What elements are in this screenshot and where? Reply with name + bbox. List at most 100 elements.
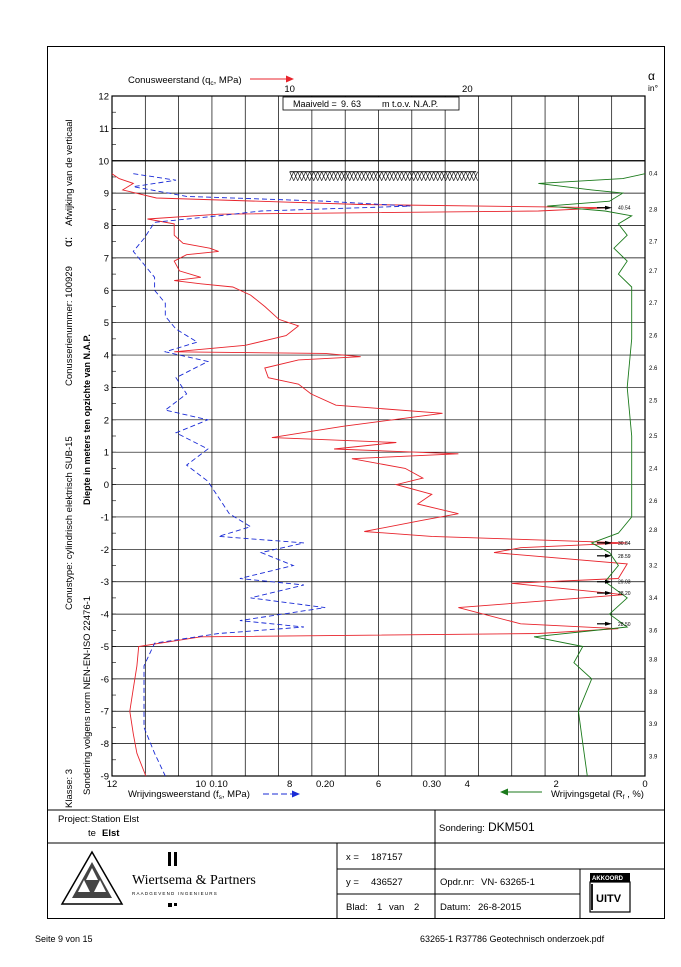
rf-arrow-head	[500, 788, 508, 796]
maaiveld-hatch-line	[465, 171, 470, 181]
grid	[111, 95, 646, 777]
maaiveld-hatch-line	[401, 171, 406, 181]
alpha-values: 0.4 2.8 2.7 2.7 2.7 2.6 2.6 2.5 2.5 2.4 2.6 2.8 3.2 3…	[649, 172, 658, 761]
maaiveld-hatch-line	[369, 171, 374, 181]
fs-axis-title: Wrijvingsweerstand (fs, MPa)	[128, 789, 250, 801]
maaiveld-hatch-line	[333, 171, 338, 181]
depth-tick-label: -9	[101, 772, 109, 783]
x-label: x =	[346, 852, 359, 863]
diepte-text: Diepte in meters ten opzichte van N.A.P.	[82, 334, 92, 505]
qc-unit: , MPa)	[214, 75, 242, 86]
plot-border	[111, 95, 646, 777]
annotations: 40.54 30.84 28.59 29.03 28.20 28.50	[597, 205, 631, 628]
depth-tick-label: -8	[101, 739, 109, 750]
maaiveld-hatch-line	[349, 171, 354, 181]
depth-tick-label: 2	[104, 415, 109, 426]
depth-tick-label: 12	[98, 92, 109, 103]
depth-tick-label: -6	[101, 674, 109, 685]
depth-tick-label: 3	[104, 383, 109, 394]
depth-tick-label: -3	[101, 577, 109, 588]
page-footer-right: 63265-1 R37786 Geotechnisch onderzoek.pd…	[420, 934, 605, 944]
maaiveld-hatch-line	[385, 171, 390, 181]
depth-tick-label: 10	[98, 156, 109, 167]
depth-tick-label: -2	[101, 545, 109, 556]
annotation-label: 29.03	[618, 580, 631, 586]
akkoord-label: AKKOORD	[592, 876, 624, 882]
alpha-value-label: 2.8	[649, 528, 658, 534]
alpha-value-label: 2.8	[649, 207, 658, 213]
maaiveld-label: Maaiveld =	[293, 99, 337, 109]
alpha-value-label: 2.7	[649, 269, 658, 275]
alpha-side-symbol: α:	[61, 237, 75, 247]
maaiveld-hatch-line	[449, 171, 454, 181]
x-value: 187157	[371, 852, 403, 863]
maaiveld-hatch-line	[337, 171, 342, 181]
fs-label: Wrijvingsweerstand (f	[128, 789, 219, 800]
rf-tick-label: 0	[642, 779, 647, 790]
maaiveld-hatch-line	[297, 171, 302, 181]
depth-tick-label: 7	[104, 253, 109, 264]
depth-tick-label: 0	[104, 480, 109, 491]
maaiveld-hatch-line	[425, 171, 430, 181]
maaiveld-hatch-line	[469, 171, 474, 181]
maaiveld-hatch-line	[301, 171, 306, 181]
alpha-value-label: 2.5	[649, 398, 658, 404]
maaiveld-hatch-line	[305, 171, 310, 181]
page-footer-left: Seite 9 von 15	[35, 934, 93, 944]
maaiveld-hatch-line	[393, 171, 398, 181]
maaiveld-hatch-line	[453, 171, 458, 181]
alpha-value-label: 2.7	[649, 240, 658, 246]
sheet-frame	[47, 46, 665, 919]
datum-label: Datum:	[440, 902, 471, 913]
alpha-value-label: 0.4	[649, 172, 658, 178]
maaiveld-hatch-line	[417, 171, 422, 181]
klasse-text: Klasse: 3	[64, 769, 75, 808]
fs-tick-label: 0.30	[423, 779, 442, 790]
qc-axis-title: Conusweerstand (qc, MPa)	[128, 75, 242, 87]
maaiveld-box	[282, 96, 460, 111]
opdr-value: VN- 63265-1	[481, 877, 535, 888]
alpha-header-symbol: α	[648, 69, 655, 83]
te-label: te	[88, 828, 96, 839]
company-logo	[60, 850, 177, 907]
depth-tick-label: 4	[104, 351, 109, 362]
maaiveld-hatch-line	[457, 171, 462, 181]
annotation-arrow-head	[605, 540, 612, 545]
depth-tick-label: 1	[104, 448, 109, 459]
depth-tick-label: 11	[99, 124, 109, 135]
maaiveld-hatch-line	[429, 171, 434, 181]
maaiveld-hatch-line	[421, 171, 426, 181]
maaiveld-hatch-line	[441, 171, 446, 181]
series	[111, 173, 646, 777]
maaiveld-hatch-line	[377, 171, 382, 181]
alpha-value-label: 2.6	[649, 499, 658, 505]
blad-total: 2	[414, 902, 419, 913]
maaiveld-hatch-line	[433, 171, 438, 181]
annotation-arrow-head	[605, 591, 612, 596]
sondering-value: DKM501	[488, 820, 535, 834]
alpha-value-label: 3.4	[649, 596, 658, 602]
alpha-value-label: 3.9	[649, 755, 658, 761]
project-value: Station Elst	[91, 814, 139, 825]
maaiveld-value: 9. 63	[341, 99, 361, 109]
rf-unit: , %)	[624, 789, 644, 800]
maaiveld-hatch-line	[293, 171, 298, 181]
depth-tick-label: -1	[101, 512, 109, 523]
depth-tick-label: 5	[104, 318, 109, 329]
blad-label: Blad:	[346, 902, 368, 913]
alpha-value-label: 3.8	[649, 690, 658, 696]
fs-unit: , MPa)	[222, 789, 250, 800]
depth-tick-label: -7	[101, 707, 109, 718]
maaiveld-hatch-line	[325, 171, 330, 181]
annotation-arrow-head	[605, 205, 612, 210]
qc-sub: c	[210, 80, 214, 87]
maaiveld-hatch-line	[345, 171, 350, 181]
alpha-value-label: 3.9	[649, 722, 658, 728]
fs-sub: s	[219, 794, 223, 801]
maaiveld-hatch-line	[381, 171, 386, 181]
annotation-label: 40.54	[618, 206, 631, 212]
alpha-value-label: 2.6	[649, 366, 658, 372]
